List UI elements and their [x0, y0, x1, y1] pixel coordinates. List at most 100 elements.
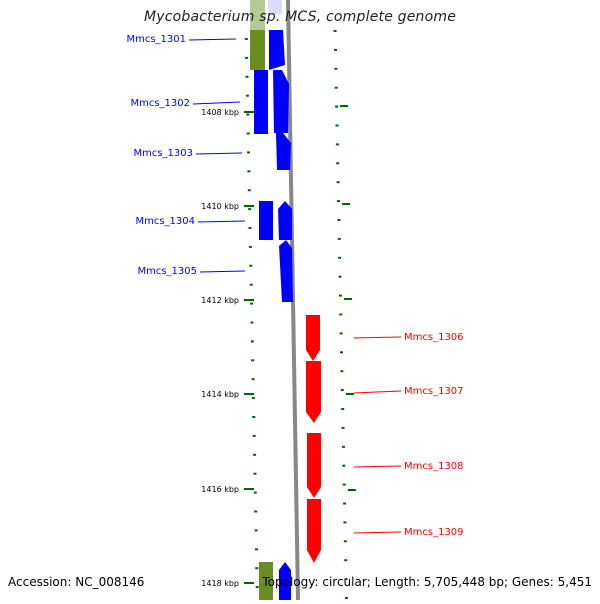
major-tick-right [340, 105, 349, 107]
topology-summary: Topology: circular; Length: 5,705,448 bp… [262, 575, 592, 589]
gene-1306-arrow[interactable] [306, 315, 320, 361]
minor-tick-left [245, 94, 249, 97]
minor-tick-right [336, 181, 340, 184]
gene-1309-arrow[interactable] [307, 499, 321, 563]
minor-tick-left [247, 151, 250, 154]
minor-tick-right [344, 597, 348, 599]
minor-tick-right [340, 351, 343, 354]
kbp-tick-label: 1414 kbp [201, 390, 239, 399]
minor-tick-left [253, 472, 257, 475]
kbp-scale: 1408 kbp 1410 kbp 1412 kbp 1414 kbp 1416 kbp… [201, 108, 254, 588]
feature-1301-pale [250, 0, 265, 30]
minor-tick-left [250, 340, 254, 343]
minor-tick-left [249, 283, 253, 286]
minor-tick-left [251, 397, 255, 400]
gene-1307-arrow[interactable] [306, 361, 321, 423]
major-tick-right [345, 393, 354, 395]
minor-tick-right [343, 521, 347, 524]
minor-tick-right [344, 578, 348, 581]
feature-track [250, 0, 321, 600]
minor-tick-left [245, 75, 249, 78]
minor-tick-right [338, 275, 342, 278]
minor-tick-left [254, 510, 258, 513]
minor-tick-left [247, 170, 251, 173]
minor-tick-left [253, 491, 257, 494]
minor-tick-right [342, 483, 346, 486]
gene-1304-arrow[interactable] [278, 201, 292, 240]
gene-leader-right [353, 390, 402, 394]
gene-label-left[interactable]: Mmcs_1302 [130, 98, 190, 109]
minor-tick-right [337, 219, 341, 221]
minor-tick-left [249, 264, 253, 267]
minor-tick-right [335, 105, 339, 108]
minor-tick-left [248, 245, 252, 248]
minor-tick-left [250, 321, 254, 324]
gene-leader-left [192, 101, 241, 105]
accession-text: Accession: NC_008146 [8, 575, 145, 589]
kbp-tick-label: 1416 kbp [201, 485, 239, 494]
kbp-tick-label: 1412 kbp [201, 296, 239, 305]
gene-label-right[interactable]: Mmcs_1308 [404, 461, 464, 472]
major-tick-left [244, 111, 254, 113]
minor-tick-right [341, 408, 345, 410]
minor-tick-left [255, 586, 259, 589]
gene-label-right[interactable]: Mmcs_1306 [404, 332, 464, 343]
major-tick-left [244, 582, 254, 584]
gene-label-left[interactable]: Mmcs_1303 [133, 148, 193, 159]
minor-tick-right [339, 332, 343, 335]
minor-tick-left [253, 453, 257, 456]
gene-1303-arrow[interactable] [276, 133, 291, 170]
gene-leader-right [353, 465, 402, 468]
major-tick-left [244, 488, 254, 490]
map-title: Mycobacterium sp. MCS, complete genome [143, 9, 457, 25]
minor-tick-left [245, 56, 249, 59]
gene-label-right[interactable]: Mmcs_1307 [404, 386, 464, 397]
major-tick-left [244, 299, 254, 301]
minor-tick-right [334, 48, 337, 51]
minor-tick-right [334, 86, 338, 89]
gene-1308-arrow[interactable] [307, 433, 321, 498]
minor-tick-left [251, 378, 255, 381]
minor-tick-right [335, 124, 339, 127]
major-tick-left [244, 205, 254, 207]
kbp-tick-label: 1410 kbp [201, 202, 239, 211]
minor-tick-right [341, 426, 345, 429]
minor-tick-right [338, 256, 342, 259]
minor-tick-left [255, 548, 258, 551]
gene-label-left[interactable]: Mmcs_1305 [137, 266, 197, 277]
minor-tick-left [247, 189, 251, 192]
minor-tick-right [335, 143, 339, 146]
gene-leader-left [197, 220, 246, 223]
gene-1302-arrow[interactable] [273, 70, 289, 133]
gene-1302-box[interactable] [254, 70, 268, 134]
major-tick-left [244, 393, 254, 395]
feature-top-pale-blue [268, 0, 282, 14]
minor-tick-left [246, 113, 250, 116]
gene-1301-arrow[interactable] [269, 30, 285, 70]
gene-leader-right [353, 531, 402, 534]
minor-tick-left [252, 416, 256, 418]
minor-tick-left [252, 434, 256, 437]
minor-tick-right [343, 540, 347, 543]
minor-tick-left [248, 208, 252, 211]
gene-1305-arrow[interactable] [279, 240, 293, 302]
minor-tick-right [344, 559, 348, 562]
minor-tick-left [251, 359, 255, 362]
kbp-tick-label: 1408 kbp [201, 108, 239, 117]
tick-track-right [333, 30, 356, 599]
minor-tick-right [339, 313, 343, 316]
feature-bottom-olive[interactable] [259, 562, 273, 600]
gene-label-left[interactable]: Mmcs_1301 [126, 34, 186, 45]
gene-label-left[interactable]: Mmcs_1304 [135, 216, 195, 227]
minor-tick-left [254, 529, 258, 532]
gene-1304-box[interactable] [259, 201, 273, 240]
minor-tick-right [340, 389, 344, 392]
gene-label-right[interactable]: Mmcs_1309 [404, 527, 464, 538]
major-tick-right [347, 489, 356, 491]
minor-tick-left [246, 132, 250, 135]
minor-tick-right [337, 200, 340, 203]
gene-leader-right [353, 336, 402, 339]
gene-bottom-blue-arrow[interactable] [279, 562, 291, 600]
